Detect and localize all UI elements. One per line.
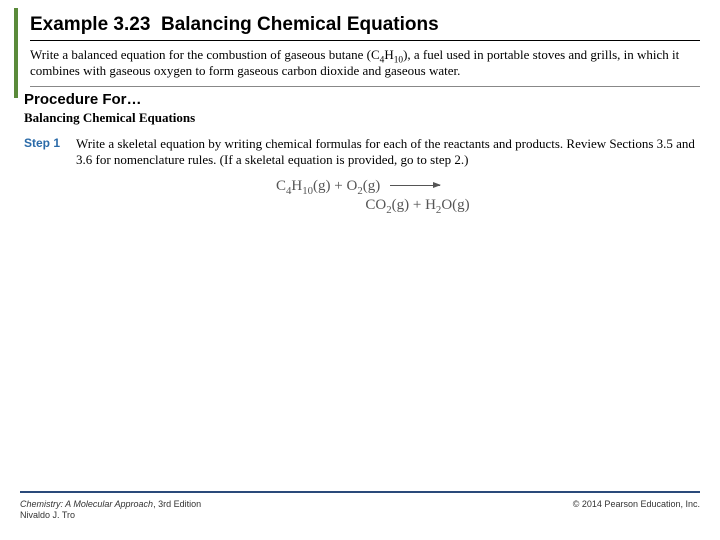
procedure-subheading: Balancing Chemical Equations [20,110,700,126]
procedure-heading: Procedure For… [20,91,700,108]
problem-statement: Write a balanced equation for the combus… [20,47,700,80]
divider [30,86,700,87]
plus-2: + [413,197,425,213]
footer-rule [20,491,700,493]
reactant-1-phase: (g) [313,178,331,194]
example-title-line: Example 3.23 Balancing Chemical Equation… [20,14,700,40]
footer-right: © 2014 Pearson Education, Inc. [573,499,700,522]
reactant-1-mid: H [291,178,302,194]
reactant-2-base: O [347,178,358,194]
equation-block: C4H10(g) + O2(g) CO2(g) + H2O(g) [20,178,700,214]
reactant-2-phase: (g) [363,178,381,194]
book-edition: , 3rd Edition [153,499,201,509]
footer-row: Chemistry: A Molecular Approach, 3rd Edi… [20,499,700,522]
footer-left: Chemistry: A Molecular Approach, 3rd Edi… [20,499,201,522]
product-2-base: H [425,197,436,213]
title-left-rule [14,8,18,98]
footer: Chemistry: A Molecular Approach, 3rd Edi… [0,491,720,522]
skeletal-equation: C4H10(g) + O2(g) CO2(g) + H2O(g) [250,178,469,214]
arrow-icon [390,185,440,186]
step-row: Step 1 Write a skeletal equation by writ… [20,136,700,169]
product-1-phase: (g) [392,197,410,213]
plus-1: + [334,178,346,194]
step-1-text: Write a skeletal equation by writing che… [76,136,700,169]
example-number: Example 3.23 [30,14,150,35]
step-1-label: Step 1 [24,136,76,150]
book-author: Nivaldo J. Tro [20,510,75,520]
product-1-base: CO [365,197,386,213]
problem-text-a: Write a balanced equation for the combus… [30,47,380,62]
example-title: Balancing Chemical Equations [161,14,439,35]
reactant-1-sub2: 10 [302,185,313,197]
title-underline [30,40,700,41]
slide: Example 3.23 Balancing Chemical Equation… [0,0,720,540]
product-2-phase: (g) [452,197,470,213]
book-title: Chemistry: A Molecular Approach [20,499,153,509]
product-2-mid: O [441,197,452,213]
formula-mid: H [384,47,393,62]
reactant-1-base: C [276,178,286,194]
